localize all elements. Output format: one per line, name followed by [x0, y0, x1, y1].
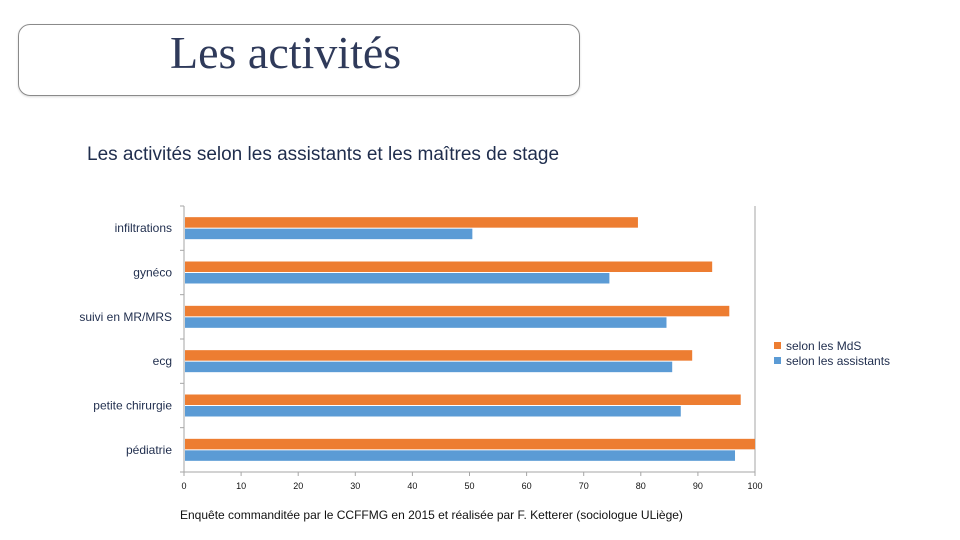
title-box: [18, 24, 580, 96]
legend-label-mds: selon les MdS: [786, 338, 862, 353]
chart-title: Les activités selon les assistants et le…: [87, 144, 560, 165]
legend-item-mds: selon les MdS: [774, 338, 890, 353]
bar-assistants: [185, 450, 736, 461]
bar-assistants: [185, 228, 473, 240]
bar-mds: [185, 438, 755, 450]
legend-label-assistants: selon les assistants: [786, 353, 891, 368]
bar-assistants: [185, 273, 610, 284]
legend-swatch-assistants: [774, 357, 781, 364]
bar-assistants: [185, 406, 681, 417]
x-tick-label: 100: [747, 481, 762, 491]
category-label: gynéco: [133, 266, 172, 280]
x-tick-label: 40: [407, 481, 417, 491]
bar-mds: [185, 261, 713, 272]
legend-swatch-mds: [774, 342, 781, 349]
x-tick-label: 20: [293, 481, 303, 491]
x-tick-label: 10: [236, 481, 246, 491]
x-tick-label: 90: [693, 481, 703, 491]
x-tick-label: 70: [579, 481, 589, 491]
bar-mds: [185, 217, 638, 228]
bar-assistants: [185, 317, 667, 328]
legend-item-assistants: selon les assistants: [774, 353, 890, 368]
category-label: pédiatrie: [126, 443, 172, 457]
category-label: ecg: [153, 354, 172, 368]
x-tick-label: 50: [464, 481, 474, 491]
category-label: infiltrations: [115, 221, 172, 235]
page-title: Les activités: [170, 27, 402, 78]
x-tick-label: 0: [181, 481, 186, 491]
category-label: petite chirurgie: [93, 399, 172, 413]
bar-mds: [185, 394, 741, 405]
category-label: suivi en MR/MRS: [79, 310, 172, 324]
source-note: Enquête commanditée par le CCFFMG en 201…: [180, 508, 683, 522]
chart-legend: selon les MdS selon les assistants: [774, 338, 890, 368]
x-tick-label: 80: [636, 481, 646, 491]
bar-assistants: [185, 361, 673, 373]
bar-mds: [185, 350, 693, 361]
x-tick-label: 60: [522, 481, 532, 491]
bar-mds: [185, 305, 730, 317]
x-tick-label: 30: [350, 481, 360, 491]
